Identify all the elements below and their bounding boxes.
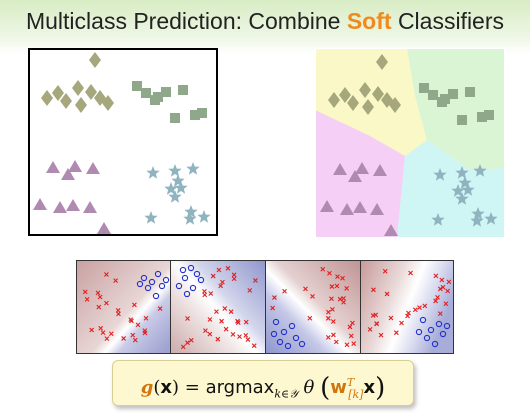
square-marker: [141, 88, 151, 98]
square-marker: [437, 97, 447, 107]
square-marker: [178, 85, 188, 95]
square-marker: [161, 87, 171, 97]
slide-title: Multiclass Prediction: Combine Soft Clas…: [0, 8, 530, 35]
title-suffix: Classifiers: [398, 8, 504, 34]
formula-function: g: [141, 377, 154, 398]
formula-weight-subscript: [k]: [348, 388, 363, 401]
formula-input: x: [160, 377, 172, 398]
formula-weight: w: [330, 377, 347, 398]
square-marker: [170, 113, 180, 123]
formula-box: g(x) = argmaxk∈𝒴 θ (wT[k]x): [112, 360, 414, 406]
square-marker: [484, 110, 494, 120]
formula-operator: argmax: [206, 377, 275, 398]
binary-classifier-panels: [76, 260, 454, 354]
square-marker: [457, 115, 467, 125]
formula-equals: =: [185, 377, 200, 398]
title-prefix: Multiclass Prediction: Combine: [26, 8, 340, 34]
formula-theta: θ: [304, 377, 315, 398]
square-marker: [132, 81, 142, 91]
square-marker: [428, 90, 438, 100]
scatter-plot-plain: [28, 48, 218, 236]
formula-operator-subscript: k∈𝒴: [274, 388, 297, 401]
square-marker: [197, 108, 207, 118]
prediction-formula: g(x) = argmaxk∈𝒴 θ (wT[k]x): [113, 361, 413, 405]
square-marker: [448, 89, 458, 99]
title-highlight: Soft: [347, 8, 392, 34]
square-marker: [419, 83, 429, 93]
scatter-plot-regions: [315, 48, 505, 238]
formula-x: x: [363, 377, 375, 398]
square-marker: [150, 95, 160, 105]
square-marker: [465, 87, 475, 97]
panel-4-background: [361, 260, 454, 354]
